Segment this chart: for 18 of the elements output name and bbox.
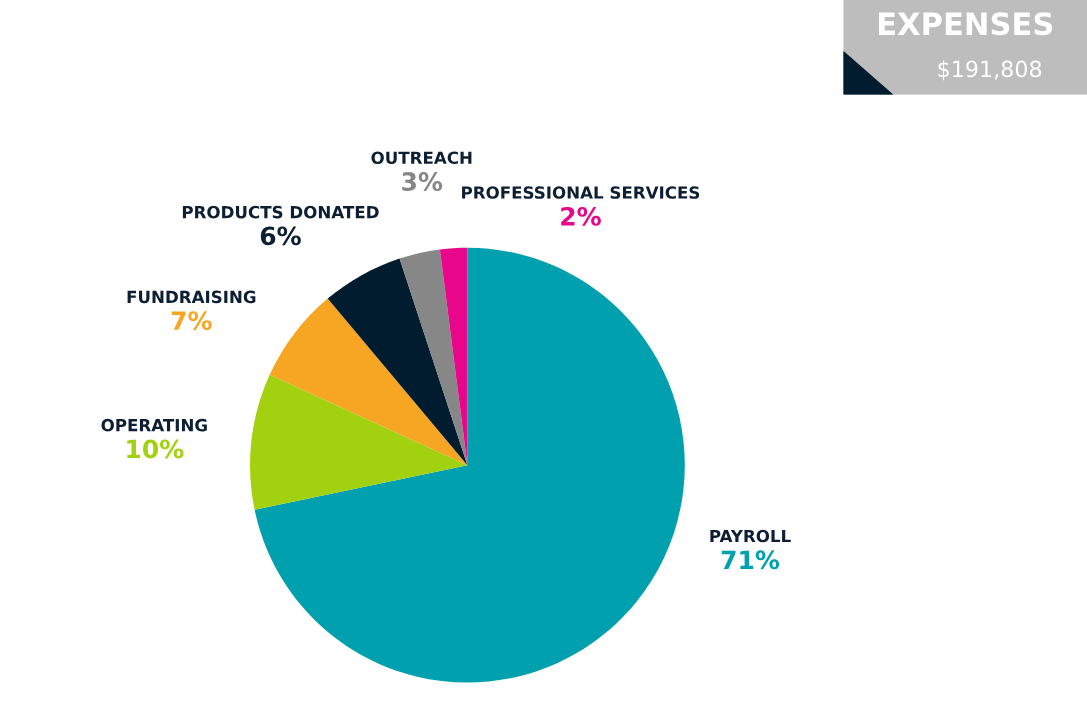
slice-label: PAYROLL [710,529,791,543]
text: $191,808 [938,60,1042,81]
data-label: 71% [721,550,780,570]
pie-slice [269,298,468,466]
data-label: 6% [260,226,301,246]
pie-slice [250,374,468,510]
text: EXPENSES [878,12,1053,36]
pie-slice [327,258,468,466]
slice-label: OUTREACH [371,151,472,165]
slice-label: PRODUCTS DONATED [182,205,379,219]
data-label: 3% [402,172,443,191]
slice-label: OPERATING [101,418,207,432]
data-label: 7% [171,311,212,331]
slice-label: PROFESSIONAL SERVICES [462,186,700,199]
data-label: 10% [127,439,184,459]
data-label: 2% [561,206,601,226]
slice-label: FUNDRAISING [127,290,256,304]
pie-slice [254,247,685,683]
